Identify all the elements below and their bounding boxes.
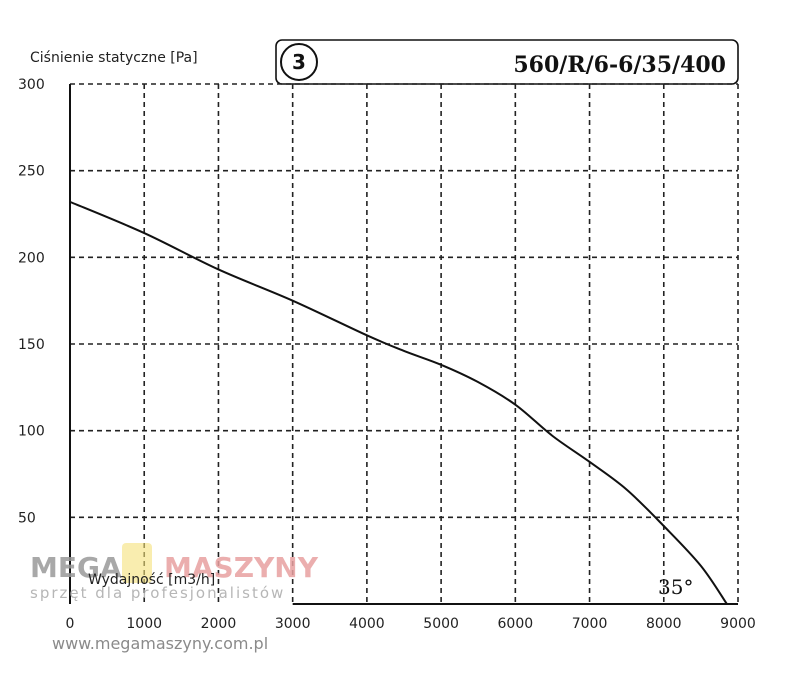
x-tick-label: 8000 xyxy=(646,616,682,632)
y-tick-label: 200 xyxy=(18,250,45,266)
curve-number: 3 xyxy=(292,50,306,74)
series-line xyxy=(69,200,728,605)
x-tick-label: 5000 xyxy=(423,616,459,632)
x-tick-label: 0 xyxy=(66,616,75,632)
x-tick-label: 1000 xyxy=(126,616,162,632)
watermark-yellow-mark xyxy=(122,543,152,583)
watermark-brand-right: MASZYNY xyxy=(164,551,319,584)
tick-labels: 300 250 200 150 100 50 0 1000 2000 3000 4000 5000 60… xyxy=(18,77,756,632)
watermark-logo: MEGA MASZYNY sprzęt dla profesjonalistów xyxy=(30,543,319,602)
model-label: 560/R/6-6/35/400 xyxy=(513,52,726,78)
y-tick-label: 150 xyxy=(18,337,45,353)
x-tick-label: 3000 xyxy=(275,616,311,632)
watermark-tagline: sprzęt dla profesjonalistów xyxy=(30,584,285,602)
blade-angle-label: 35° xyxy=(658,575,693,599)
y-tick-label: 50 xyxy=(18,510,36,526)
grid xyxy=(70,83,739,604)
y-tick-label: 250 xyxy=(18,164,45,180)
x-tick-label: 2000 xyxy=(201,616,237,632)
x-tick-label: 7000 xyxy=(572,616,608,632)
x-tick-label: 9000 xyxy=(720,616,756,632)
curve-number-circle xyxy=(280,43,318,81)
y-axis-label: Ciśnienie statyczne [Pa] xyxy=(30,50,198,66)
y-tick-label: 100 xyxy=(18,424,45,440)
x-axis-label: Wydajność [m3/h] xyxy=(88,572,215,588)
watermark-brand-left: MEGA xyxy=(30,551,122,584)
axes xyxy=(69,84,738,605)
watermark-url: www.megamaszyny.com.pl xyxy=(52,634,269,653)
y-tick-label: 300 xyxy=(18,77,45,93)
x-tick-label: 4000 xyxy=(349,616,385,632)
x-tick-label: 6000 xyxy=(498,616,534,632)
